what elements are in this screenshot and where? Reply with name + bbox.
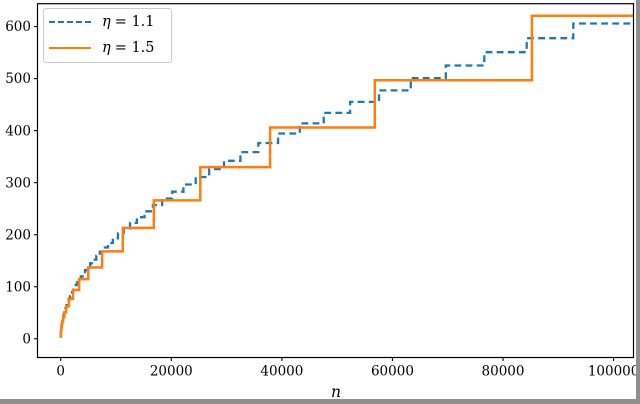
legend-row-eta-1-5: η = 1.5 bbox=[44, 35, 171, 61]
curve-eta-1.1 bbox=[59, 22, 634, 338]
x-tick-label: 100000 bbox=[588, 364, 640, 380]
y-tick-label: 400 bbox=[5, 123, 31, 139]
legend-eq-text: = 1.1 bbox=[114, 14, 155, 30]
x-tick-label: 60000 bbox=[371, 364, 414, 380]
y-tick-label: 200 bbox=[5, 227, 31, 243]
x-tick-label: 80000 bbox=[482, 364, 525, 380]
legend-line-solid-sample bbox=[49, 47, 91, 49]
legend-label-eta-1-5: η = 1.5 bbox=[102, 40, 155, 56]
y-tick-label: 100 bbox=[5, 279, 31, 295]
curve-eta-1.5 bbox=[59, 14, 634, 338]
x-axis-label: n bbox=[331, 383, 341, 401]
x-tick-label: 20000 bbox=[150, 364, 193, 380]
screenshot-edge-right bbox=[636, 0, 640, 404]
legend: η = 1.1 η = 1.5 bbox=[43, 8, 172, 63]
x-tick-label: 40000 bbox=[260, 364, 303, 380]
axes-frame bbox=[36, 3, 635, 359]
y-tick-label: 300 bbox=[5, 175, 31, 191]
eta-symbol: η bbox=[102, 14, 111, 30]
y-tick-label: 500 bbox=[5, 71, 31, 87]
screenshot-edge-bottom bbox=[0, 399, 640, 404]
legend-row-eta-1-1: η = 1.1 bbox=[44, 9, 171, 35]
legend-line-dashed-sample bbox=[49, 21, 91, 23]
y-tick-label: 0 bbox=[22, 331, 31, 347]
y-tick-label: 600 bbox=[5, 19, 31, 35]
legend-label-eta-1-1: η = 1.1 bbox=[102, 14, 155, 30]
legend-eq-text: = 1.5 bbox=[114, 40, 155, 56]
x-tick-label: 0 bbox=[56, 364, 65, 380]
eta-symbol: η bbox=[102, 40, 111, 56]
